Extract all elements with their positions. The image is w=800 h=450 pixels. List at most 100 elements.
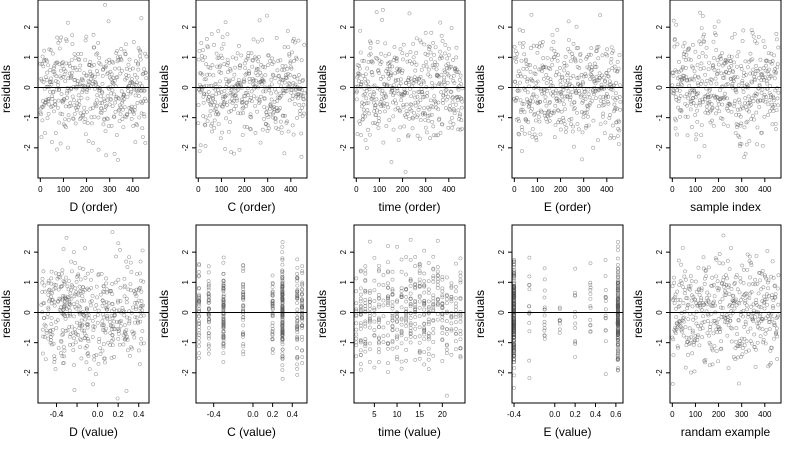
- data-point: [617, 53, 622, 58]
- data-point: [533, 72, 538, 76]
- data-point: [300, 318, 305, 323]
- data-point: [678, 279, 683, 284]
- data-point: [567, 49, 572, 54]
- x-tick-label: 200: [396, 185, 410, 194]
- data-point: [414, 36, 419, 41]
- data-point: [736, 49, 741, 54]
- x-tick-label: 20: [438, 410, 447, 419]
- data-point: [540, 91, 545, 96]
- data-point: [138, 81, 143, 86]
- data-point: [425, 94, 429, 99]
- data-point: [221, 279, 226, 284]
- data-point: [379, 60, 384, 64]
- data-point: [80, 76, 84, 81]
- data-point: [206, 98, 211, 103]
- data-point: [295, 115, 299, 120]
- data-point: [62, 280, 67, 284]
- data-point: [300, 304, 305, 308]
- data-point: [363, 77, 368, 81]
- x-axis-label: randam example: [681, 425, 771, 439]
- data-point: [122, 283, 127, 288]
- data-point: [373, 121, 377, 126]
- data-point: [725, 96, 730, 101]
- data-point: [689, 57, 693, 62]
- data-point: [56, 287, 61, 292]
- data-point: [141, 112, 146, 116]
- data-points: [196, 240, 305, 381]
- data-point: [70, 342, 75, 347]
- data-point: [561, 118, 566, 123]
- data-point: [381, 74, 386, 79]
- data-point: [367, 239, 372, 244]
- data-point: [584, 56, 589, 61]
- data-point: [63, 117, 67, 122]
- data-point: [250, 64, 255, 69]
- data-point: [377, 340, 381, 345]
- data-point: [434, 67, 439, 72]
- data-point: [702, 144, 707, 149]
- data-point: [372, 328, 377, 332]
- data-point: [367, 320, 372, 325]
- data-point: [588, 52, 593, 57]
- data-point: [670, 284, 675, 289]
- data-point: [211, 103, 216, 108]
- data-point: [216, 111, 221, 116]
- data-point: [698, 323, 703, 328]
- data-point: [293, 88, 298, 92]
- data-point: [711, 39, 716, 44]
- data-point: [132, 72, 137, 77]
- data-point: [742, 125, 747, 130]
- data-point: [422, 327, 427, 332]
- data-point: [291, 93, 296, 98]
- data-point: [115, 396, 120, 401]
- data-point: [760, 87, 765, 92]
- data-point: [764, 78, 769, 83]
- data-point: [362, 92, 367, 97]
- data-point: [731, 77, 736, 82]
- data-point: [616, 269, 620, 274]
- data-point: [675, 84, 680, 89]
- data-point: [46, 305, 51, 310]
- data-point: [275, 109, 280, 113]
- data-point: [616, 327, 620, 332]
- data-point: [398, 81, 403, 86]
- data-point: [675, 289, 680, 294]
- data-point: [85, 344, 89, 349]
- data-point: [426, 311, 431, 316]
- data-point: [53, 131, 58, 135]
- data-point: [752, 117, 756, 122]
- data-point: [238, 82, 243, 87]
- data-point: [762, 306, 767, 311]
- data-point: [513, 49, 518, 54]
- data-point: [200, 72, 205, 77]
- data-point: [64, 61, 69, 66]
- data-point: [526, 63, 531, 67]
- data-point: [56, 83, 61, 88]
- data-point: [64, 39, 69, 43]
- data-point: [280, 319, 285, 324]
- data-point: [282, 45, 287, 49]
- plot-frame: [353, 224, 466, 404]
- data-point: [442, 75, 447, 80]
- data-point: [440, 275, 445, 279]
- data-point: [70, 42, 75, 47]
- data-point: [426, 322, 431, 326]
- data-point: [359, 82, 364, 87]
- data-point: [63, 79, 68, 84]
- data-point: [144, 99, 148, 103]
- data-point: [451, 73, 456, 78]
- data-point: [750, 71, 755, 76]
- data-point: [104, 287, 109, 292]
- data-point: [270, 320, 275, 325]
- data-point: [77, 102, 82, 107]
- data-point: [106, 124, 111, 129]
- data-point: [444, 292, 449, 297]
- data-point: [270, 311, 275, 316]
- data-point: [518, 72, 523, 77]
- data-point: [736, 123, 740, 128]
- x-tick-label: 0: [512, 185, 517, 194]
- data-point: [280, 329, 285, 334]
- data-point: [67, 308, 72, 313]
- data-point: [277, 74, 281, 79]
- data-point: [408, 311, 413, 316]
